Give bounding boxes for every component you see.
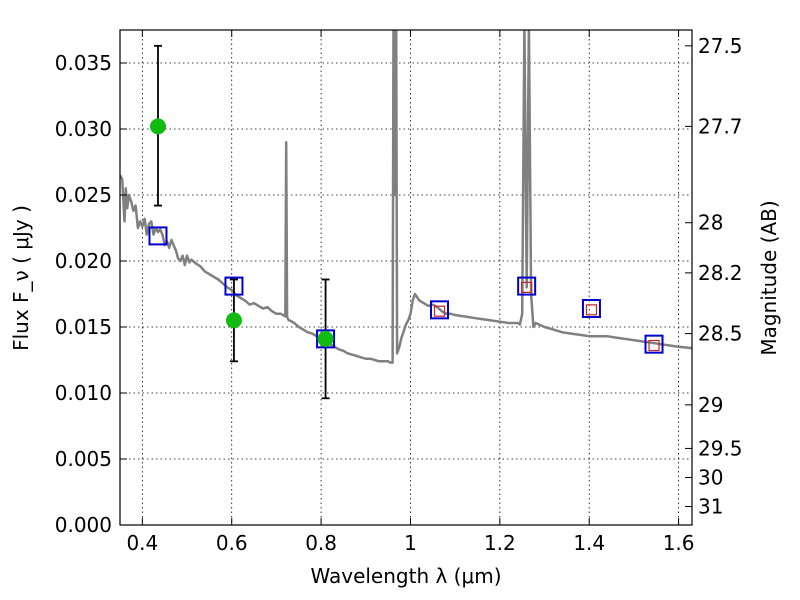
axes-frame xyxy=(119,29,693,526)
model-square-point xyxy=(517,276,537,296)
x-axis-ticks: 0.4 0.6 0.8 1 1.2 1.4 1.6 xyxy=(126,30,695,555)
y-axis-ticks: 0.000 0.005 0.010 0.015 0.020 0.025 0.030 0.035 xyxy=(55,51,127,537)
y-tick-label: 0.030 xyxy=(55,117,112,141)
x-tick-label: 0.8 xyxy=(305,531,337,555)
y-tick-label: 0.035 xyxy=(55,51,112,75)
y2-tick-label: 31 xyxy=(698,495,723,519)
x-tick-label: 1.4 xyxy=(573,531,605,555)
y2-tick-label: 28.5 xyxy=(698,322,743,346)
plot-series xyxy=(120,30,692,400)
observed-circle-point xyxy=(317,330,334,347)
y-tick-label: 0.005 xyxy=(55,447,112,471)
y2-tick-label: 28 xyxy=(698,211,723,235)
x-tick-label: 1.2 xyxy=(484,531,516,555)
y2-tick-label: 30 xyxy=(698,465,723,489)
x-tick-label: 0.6 xyxy=(216,531,248,555)
y2-tick-label: 29.5 xyxy=(698,436,743,460)
y2-axis-ticks: 27.5 27.7 28 28.2 28.5 29 29.5 30 31 xyxy=(685,34,743,519)
x-axis-label: Wavelength λ (μm) xyxy=(310,564,501,588)
y2-tick-label: 27.7 xyxy=(698,114,743,138)
upper-limit-point xyxy=(521,281,533,293)
grid-lines xyxy=(120,30,692,526)
model-square-point xyxy=(644,334,664,354)
x-tick-label: 1 xyxy=(404,531,417,555)
upper-limit-point xyxy=(433,305,446,317)
y-tick-label: 0.010 xyxy=(55,381,112,405)
y2-tick-label: 27.5 xyxy=(698,34,743,58)
plot-area xyxy=(120,30,692,400)
y-tick-label: 0.000 xyxy=(55,513,112,537)
y-tick-label: 0.015 xyxy=(55,315,112,339)
y2-axis-label: Magnitude (AB) xyxy=(757,200,781,355)
y2-tick-label: 29 xyxy=(698,393,723,417)
y2-tick-label: 28.2 xyxy=(698,261,743,285)
model-square-point xyxy=(148,226,168,246)
y-tick-label: 0.025 xyxy=(55,183,112,207)
x-tick-label: 1.6 xyxy=(663,531,695,555)
model-square-point xyxy=(430,300,450,320)
spectrum-line xyxy=(120,30,692,364)
upper-limit-point xyxy=(648,339,660,352)
y-axis-label: Flux F_ν ( μJy ) xyxy=(9,205,33,351)
upper-limit-point xyxy=(585,304,598,316)
model-square-point xyxy=(581,299,601,319)
observed-circle-point xyxy=(225,312,242,329)
model-square-point xyxy=(224,276,244,296)
observed-circle-point xyxy=(149,118,166,135)
y-tick-label: 0.020 xyxy=(55,249,112,273)
model-square-point xyxy=(316,329,336,349)
x-tick-label: 0.4 xyxy=(126,531,158,555)
